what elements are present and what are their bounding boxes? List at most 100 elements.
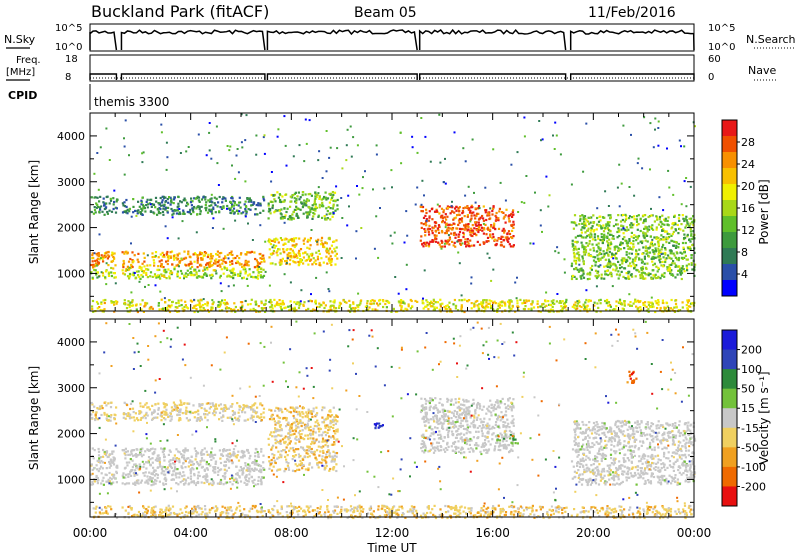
power-cell: [199, 251, 202, 254]
power-cell: [307, 263, 310, 266]
power-cell: [151, 256, 154, 259]
power-cell: [597, 270, 600, 273]
power-cell: [475, 221, 478, 224]
power-cell: [200, 257, 203, 260]
power-cell: [573, 214, 577, 217]
velocity-cell: [143, 414, 146, 417]
power-cell: [259, 262, 262, 265]
power-cell: [676, 252, 679, 255]
velocity-cell: [186, 402, 189, 405]
power-cell: [286, 248, 289, 251]
power-cell: [563, 302, 566, 305]
power-cell: [335, 307, 338, 310]
power-cell: [628, 239, 631, 242]
velocity-cell: [125, 451, 128, 454]
power-cell: [163, 203, 166, 206]
power-cell: [431, 218, 434, 221]
power-cell: [285, 262, 288, 265]
velocity-cell: [141, 405, 144, 408]
power-cell: [96, 203, 99, 206]
power-cell: [458, 233, 461, 236]
power-cell: [686, 235, 689, 238]
power-cell: [260, 267, 263, 270]
velocity-cell: [187, 476, 190, 479]
power-cell: [590, 235, 593, 238]
power-cell: [250, 298, 253, 301]
power-cell: [193, 197, 196, 200]
velocity-cell: [255, 468, 258, 471]
power-cell: [675, 264, 678, 267]
power-cell: [674, 246, 678, 249]
power-cell: [204, 198, 207, 201]
velocity-cell: [247, 451, 250, 454]
power-cell: [508, 243, 511, 246]
power-cell: [270, 200, 273, 203]
power-cell: [139, 277, 142, 280]
power-cell: [284, 260, 287, 263]
velocity-cell: [175, 476, 178, 479]
power-cell: [497, 217, 500, 220]
power-cell: [99, 146, 102, 149]
power-cell: [102, 201, 105, 204]
power-cell: [677, 217, 680, 220]
velocity-cell: [172, 470, 175, 473]
power-cell: [597, 237, 600, 240]
power-cell: [324, 241, 327, 244]
power-cell: [172, 212, 175, 215]
power-cell: [611, 253, 614, 256]
velocity-cell: [214, 471, 217, 474]
power-cell: [213, 259, 217, 262]
velocity-cell: [279, 407, 282, 410]
power-cell: [411, 146, 414, 149]
power-cell: [678, 269, 681, 272]
velocity-cell: [156, 416, 159, 419]
velocity-cell: [255, 448, 258, 451]
power-cell: [201, 257, 204, 260]
power-cell: [196, 303, 199, 306]
power-cell: [128, 210, 131, 213]
power-cell: [96, 252, 99, 255]
power-cell: [205, 273, 208, 276]
power-cell: [133, 254, 136, 257]
velocity-cell: [176, 472, 180, 475]
power-cell: [108, 202, 111, 205]
power-cell: [651, 269, 654, 272]
power-cell: [287, 240, 290, 243]
power-cell: [195, 271, 198, 274]
power-cell: [565, 309, 568, 312]
power-cell: [268, 248, 271, 251]
power-cell: [155, 276, 158, 279]
velocity-cell: [198, 403, 201, 406]
power-cell: [478, 303, 481, 306]
velocity-cell: [97, 470, 100, 473]
power-cell: [655, 236, 658, 239]
velocity-cell: [223, 477, 226, 480]
power-cell: [573, 275, 576, 278]
power-cell: [652, 251, 655, 254]
power-cell: [432, 226, 435, 230]
velocity-cell: [156, 473, 159, 476]
velocity-cell: [190, 455, 193, 458]
power-cell: [466, 300, 469, 303]
velocity-cell: [163, 459, 166, 462]
power-cell: [445, 242, 449, 245]
noise-trace: [89, 28, 695, 51]
velocity-cell: [224, 449, 227, 452]
power-cell: [662, 236, 665, 239]
power-cell: [488, 228, 492, 231]
power-cell: [618, 267, 622, 270]
power-cell: [657, 253, 660, 256]
velocity-cell: [134, 469, 137, 472]
power-cell: [689, 228, 692, 231]
power-cell: [352, 136, 355, 139]
power-cell: [269, 306, 272, 309]
velocity-cell: [98, 467, 101, 470]
power-cell: [688, 245, 691, 249]
power-cell: [100, 271, 103, 274]
power-cell: [248, 273, 251, 276]
power-cell: [166, 262, 169, 266]
power-cell: [113, 252, 116, 255]
power-cell: [477, 308, 481, 311]
velocity-cell: [169, 465, 173, 468]
power-cell: [657, 144, 660, 147]
